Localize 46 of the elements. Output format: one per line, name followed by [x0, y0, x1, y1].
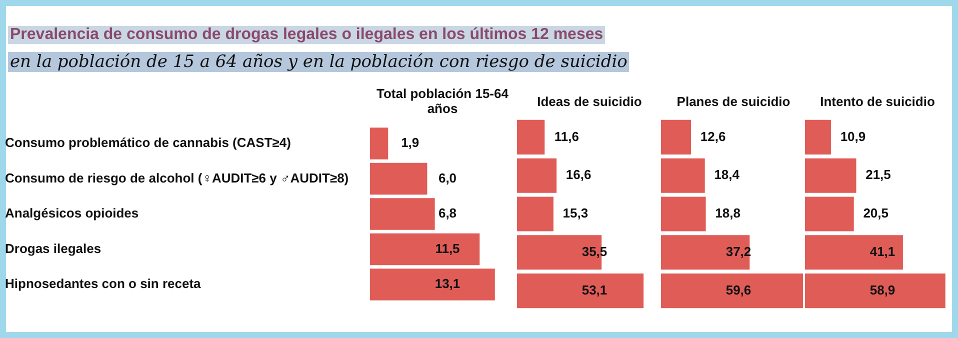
bar [517, 158, 557, 193]
bar [517, 196, 554, 232]
bar [805, 196, 854, 232]
x-axis-title: Intento de suicidio [819, 94, 936, 109]
chart-subtitle: en la población de 15 a 64 años y en la población con riesgo de suicidio [8, 52, 630, 72]
chart-title: Prevalencia de consumo de drogas legales o ilegales en los últimos 12 meses [8, 26, 606, 44]
bar [805, 235, 903, 270]
bar [661, 235, 750, 270]
y-tick-label: Analgésicos opioides [5, 206, 139, 221]
data-label: 12,6 [700, 128, 726, 144]
x-axis-title: Ideas de suicidio [536, 94, 643, 109]
bar [661, 196, 706, 232]
bar [370, 268, 495, 300]
x-axis-title: Total población 15-64 años [376, 86, 510, 116]
data-label: 6,8 [438, 206, 457, 221]
data-label: 1,9 [401, 135, 420, 150]
y-tick-label: Consumo de riesgo de alcohol (♀AUDIT≥6 y ♂AUDIT≥8) [5, 170, 349, 186]
data-label: 16,6 [566, 167, 592, 182]
data-label: 11,6 [554, 128, 579, 144]
bar [661, 158, 705, 193]
y-tick-label: Drogas ilegales [5, 240, 102, 256]
bar [370, 128, 388, 160]
data-label: 13,1 [434, 276, 460, 292]
bar [370, 162, 428, 195]
data-label: 15,3 [562, 206, 588, 221]
bar [517, 120, 545, 154]
data-label: 18,4 [714, 167, 740, 182]
bar [661, 120, 692, 154]
data-label: 21,5 [866, 167, 891, 182]
x-axis-title: Planes de suicidio [676, 94, 792, 109]
data-label: 58,9 [870, 282, 896, 298]
bar [517, 274, 644, 308]
bar [370, 233, 480, 266]
bar [805, 120, 831, 154]
bar [805, 158, 856, 193]
data-label: 11,5 [435, 240, 460, 256]
data-label: 10,9 [840, 128, 866, 144]
y-tick-label: Hipnosedantes con o sin receta [5, 276, 202, 292]
data-label: 53,1 [582, 282, 608, 298]
bar [370, 198, 435, 230]
data-label: 59,6 [726, 282, 752, 298]
y-tick-label: Consumo problemático de cannabis (CAST≥4) [5, 135, 291, 150]
data-label: 20,5 [863, 206, 889, 221]
data-label: 18,8 [715, 206, 740, 221]
data-label: 6,0 [438, 170, 457, 186]
data-label: 41,1 [870, 244, 896, 259]
